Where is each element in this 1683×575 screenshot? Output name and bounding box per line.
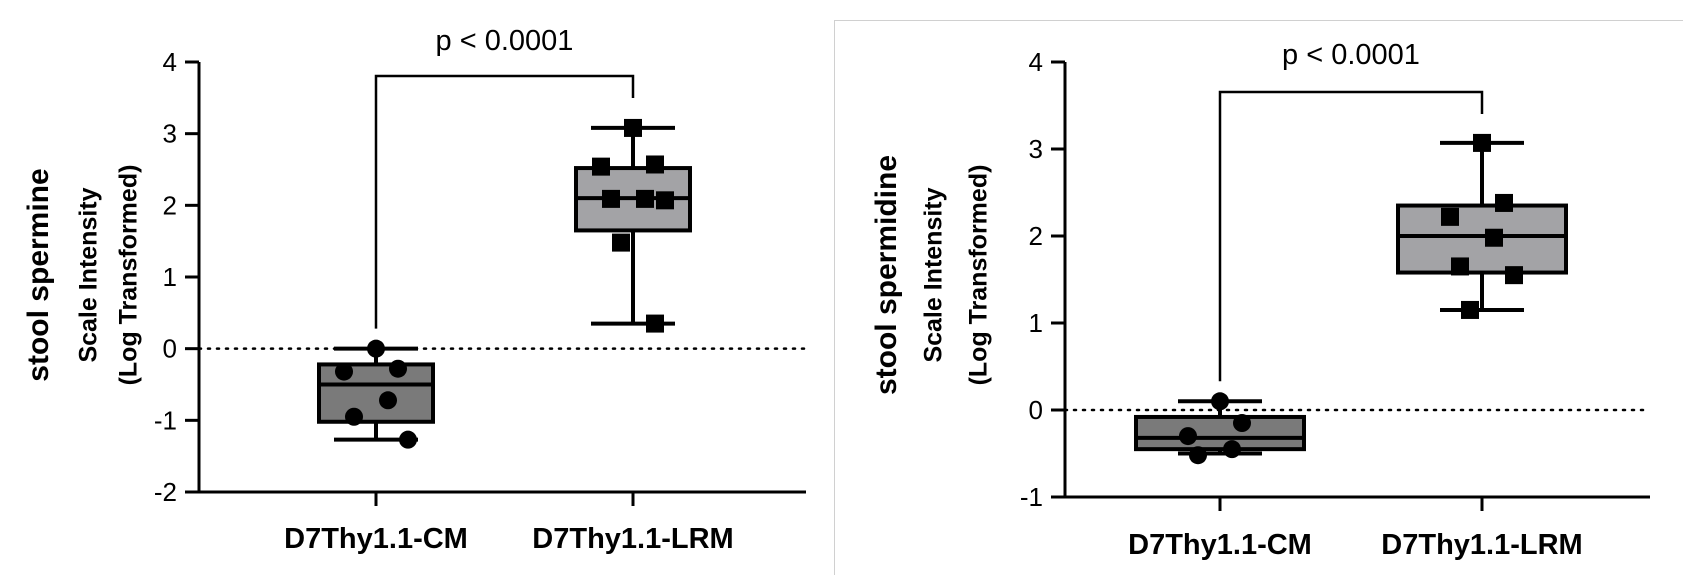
x-category-label: D7Thy1.1-CM [284,523,468,555]
x-category-label: D7Thy1.1-CM [1128,529,1312,561]
y-tick-label: 3 [163,119,177,149]
data-point [1505,266,1523,285]
y-tick-label: 3 [1029,134,1043,164]
y-tick-label: -1 [1020,482,1043,512]
data-point [1189,446,1207,465]
x-category-label: D7Thy1.1-LRM [1381,529,1582,561]
data-point [367,339,385,358]
data-point [1179,427,1197,446]
y-axis-label-line-2: Scale Intensity [75,187,103,362]
y-tick-label: -1 [154,405,177,435]
data-point [1495,193,1513,212]
y-tick-label: 1 [163,262,177,292]
data-point [335,362,353,381]
box-cm [1134,414,1306,452]
data-point [1211,392,1229,411]
y-axis-label-line-3: (Log Transformed) [115,165,143,386]
data-point [612,233,630,252]
p-value-annotation: p < 0.0001 [1282,39,1420,71]
y-tick-label: 4 [163,47,177,77]
data-point [624,118,642,137]
y-axis-label-line-3: (Log Transformed) [965,165,993,386]
data-point [602,189,620,208]
y-tick-label: 1 [1029,308,1043,338]
data-point [592,157,610,176]
data-point [379,391,397,410]
data-point [1473,133,1491,152]
right-panel-frame [834,20,1683,575]
data-point [1485,228,1503,247]
data-point [1461,300,1479,319]
data-point [389,359,407,378]
data-point [636,189,654,208]
y-axis-label-line-2: Scale Intensity [920,187,948,362]
y-tick-label: 4 [1029,47,1043,77]
chart-panel-1: -2 -1 0 1 2 3 4 D7Thy1.1-CM D7Thy1.1-LRM stool sp… [22,25,808,555]
chart-panel-2: -1 0 1 2 3 4 D7Thy1.1-CM D7Thy1.1-LRM stool sper… [870,39,1652,561]
data-point [345,407,363,426]
p-value-annotation: p < 0.0001 [436,25,574,57]
data-point [1233,414,1251,433]
y-axis-label-line-1: stool spermidine [870,155,903,395]
y-tick-label: 0 [163,334,177,364]
y-tick-label: 2 [1029,221,1043,251]
y-axis-label-line-1: stool spermine [22,168,55,381]
significance-bracket [1218,90,1484,382]
y-tick-label: -2 [154,477,177,507]
data-point [1451,257,1469,276]
data-point [399,430,417,449]
y-tick-label: 2 [163,190,177,220]
box-lrm [1396,203,1568,275]
data-point [646,155,664,174]
x-category-label: D7Thy1.1-LRM [532,523,733,555]
y-tick-label: 0 [1029,395,1043,425]
data-point [656,191,674,210]
data-point [1223,440,1241,459]
significance-bracket [374,74,635,329]
data-point [646,314,664,333]
data-point [1441,207,1459,226]
